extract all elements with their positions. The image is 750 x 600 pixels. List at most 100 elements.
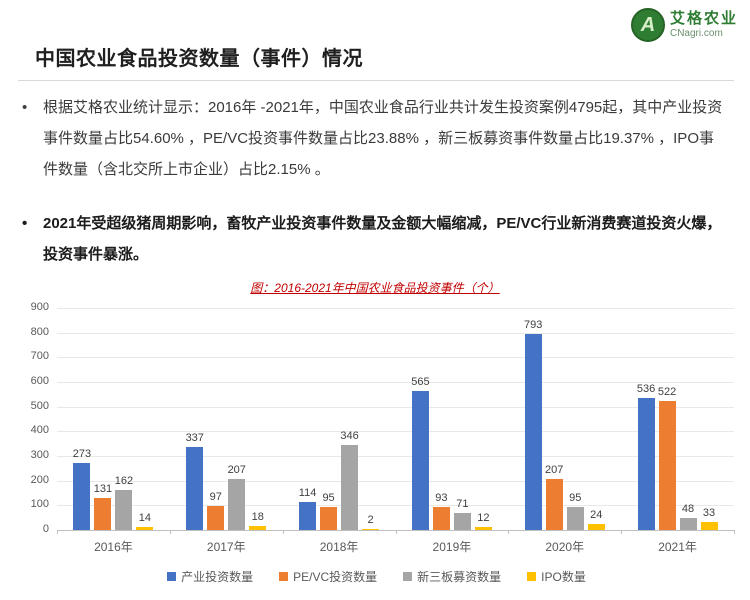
legend-label: 产业投资数量	[181, 570, 254, 584]
gridline	[57, 406, 734, 408]
brand-site: CNagri.com	[669, 27, 723, 39]
bar-with-label: 71	[453, 497, 471, 530]
bar-with-label: 207	[227, 463, 246, 530]
bar-with-label: 565	[411, 375, 430, 530]
y-axis-label: 200	[30, 473, 49, 486]
bar	[73, 462, 91, 530]
brand-logo: A 艾格农业 CNagri.com	[630, 8, 738, 42]
y-axis-label: 0	[42, 523, 49, 535]
bar-group: 536 522 48 33	[621, 308, 734, 530]
bar-with-label: 48	[679, 502, 697, 530]
bar	[453, 512, 471, 530]
bar-group: 337 97 207 18	[170, 308, 283, 530]
gridline	[57, 382, 734, 383]
x-axis-labels: 2016年 2017年 2018年 2019年 2020年 2021年	[57, 538, 734, 555]
axis-tick-icon	[621, 530, 623, 534]
bar-value-label: 162	[114, 475, 134, 488]
bar	[658, 401, 676, 530]
bar-group: 565 93 71 12	[395, 308, 508, 530]
gridline	[57, 357, 734, 359]
legend-item: 产业投资数量	[167, 568, 253, 585]
legend-swatch-icon	[167, 572, 177, 581]
bar-value-label: 522	[657, 386, 677, 399]
y-axis-label: 900	[30, 301, 49, 313]
legend-label: PE/VC投资数量	[293, 570, 378, 584]
bar-value-label: 12	[477, 512, 490, 525]
bar-value-label: 346	[340, 429, 359, 442]
bar-value-label: 71	[456, 497, 469, 510]
bar-value-label: 207	[227, 463, 246, 476]
bar-with-label: 162	[114, 474, 134, 530]
bar-value-label: 97	[209, 491, 222, 504]
bar-with-label: 114	[299, 486, 316, 530]
bar	[432, 507, 450, 530]
x-axis-label: 2018年	[319, 540, 359, 554]
y-axis-label: 300	[30, 449, 49, 461]
bar-value-label: 131	[93, 482, 113, 495]
bar	[545, 478, 563, 530]
bar-value-label: 793	[524, 319, 543, 332]
bullet-icon: •	[22, 99, 28, 116]
bar-value-label: 18	[251, 510, 264, 523]
bar-with-label: 273	[73, 447, 91, 530]
brand-logo-icon: A	[630, 8, 665, 42]
bar-value-label: 536	[636, 382, 656, 395]
gridline	[57, 431, 734, 433]
bar-group: 273 131 162 14	[57, 308, 170, 530]
chart-legend: 产业投资数量 PE/VC投资数量 新三板募资数量 IPO数量	[15, 568, 738, 585]
bullet-item: • 根据艾格农业统计显示：2016年 -2021年，中国农业食品行业共计发生投资…	[22, 92, 725, 185]
bar-with-label: 207	[545, 463, 564, 530]
x-axis-label: 2019年	[432, 540, 472, 554]
y-axis-label: 600	[30, 375, 49, 387]
bar	[524, 334, 542, 530]
bar	[679, 518, 697, 530]
legend-item: IPO数量	[527, 568, 586, 585]
bar	[94, 497, 112, 530]
axis-tick-icon	[734, 530, 735, 534]
bar-value-label: 565	[411, 375, 430, 388]
bar-with-label: 93	[432, 491, 450, 530]
bar-groups: 273 131 162 14 337 97 207 18 114 95 346 2 565 93 71 12 7…	[57, 308, 734, 530]
y-axis-label: 400	[30, 424, 49, 437]
bar-with-label: 346	[340, 429, 359, 530]
bar	[587, 524, 605, 530]
bar-value-label: 24	[590, 509, 603, 522]
legend-label: IPO数量	[541, 570, 586, 584]
bar-value-label: 93	[435, 492, 448, 505]
axis-tick-icon	[169, 530, 171, 534]
bar	[700, 521, 718, 530]
bar-group: 114 95 346 2	[283, 308, 396, 530]
bullet-text: 根据艾格农业统计显示：2016年 -2021年，中国农业食品行业共计发生投资案例…	[43, 99, 723, 178]
bar-with-label: 95	[566, 491, 584, 530]
legend-item: PE/VC投资数量	[279, 568, 377, 585]
brand-text: 艾格农业 CNagri.com	[670, 11, 738, 39]
bar-with-label: 97	[207, 490, 225, 530]
legend-swatch-icon	[403, 572, 413, 581]
bar	[362, 529, 380, 530]
bar	[320, 506, 338, 530]
bar-with-label: 337	[185, 431, 204, 530]
bar-with-label: 12	[474, 511, 492, 530]
chart: 0 100 200 300 400 500 600 700 800 900 273 131 162 14 3…	[15, 301, 738, 585]
bar	[341, 444, 359, 530]
title-divider	[18, 80, 734, 81]
bar	[207, 506, 225, 530]
axis-tick-icon	[282, 530, 284, 534]
bar	[637, 397, 655, 530]
bar	[228, 478, 246, 530]
bullet-item: • 2021年受超级猪周期影响，畜牧产业投资事件数量及金额大幅缩减，PE/VC行…	[22, 208, 725, 270]
bullet-list: • 根据艾格农业统计显示：2016年 -2021年，中国农业食品行业共计发生投资…	[22, 92, 725, 270]
gridline	[57, 308, 734, 309]
y-axis-label: 100	[30, 498, 49, 511]
bar	[136, 526, 154, 530]
bar-with-label: 536	[636, 382, 656, 530]
bar	[186, 446, 204, 530]
bar-value-label: 2	[367, 514, 374, 526]
x-axis-label: 2021年	[658, 540, 697, 554]
bar-value-label: 337	[185, 431, 204, 444]
bar-value-label: 48	[681, 503, 695, 516]
bar-value-label: 207	[545, 463, 564, 476]
bar-value-label: 95	[322, 491, 335, 504]
plot-area: 0 100 200 300 400 500 600 700 800 900 273 131 162 14 3…	[31, 301, 735, 535]
